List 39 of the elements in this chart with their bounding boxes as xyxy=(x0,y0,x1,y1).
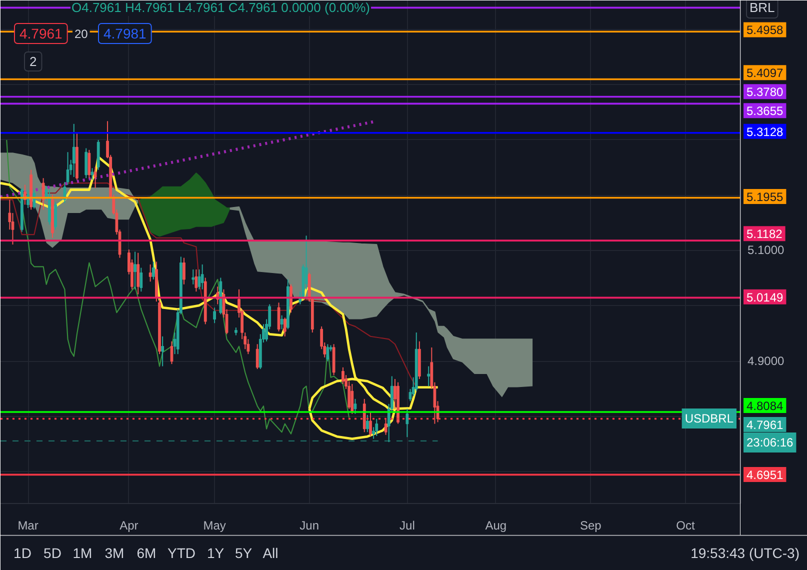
text: 5Y xyxy=(234,545,253,561)
x-tick-label: Aug xyxy=(485,518,507,532)
annotation: 2 xyxy=(30,54,37,69)
text: 23:06:16 xyxy=(746,436,794,450)
ref-line-label: 4.7961 xyxy=(746,418,784,432)
annotation: USDBRL xyxy=(684,411,734,426)
x-tick-label: May xyxy=(203,518,226,532)
text: 19:53:43 (UTC-3) xyxy=(690,545,800,561)
x-tick-label: Sep xyxy=(580,518,602,532)
ref-line-label: 5.0149 xyxy=(746,290,784,304)
y-tick-label: 5.1000 xyxy=(748,243,785,258)
text: 1D xyxy=(14,545,32,561)
text: All xyxy=(262,545,278,561)
x-tick-label: Jul xyxy=(400,518,415,532)
x-tick-label: Apr xyxy=(120,518,138,532)
ref-line-label: 5.3128 xyxy=(746,124,784,139)
text: 5D xyxy=(44,545,62,561)
annotation: 20 xyxy=(74,27,88,41)
text: BRL xyxy=(750,0,775,15)
ref-line-label: 5.3780 xyxy=(746,85,784,100)
text: 3M xyxy=(104,545,124,561)
ref-line-label: 5.4097 xyxy=(746,66,784,80)
annotation: O4.7961 H4.7961 L4.7961 C4.7961 0.0000 (0.00%) xyxy=(72,0,370,15)
ref-line-label: 5.4958 xyxy=(746,23,784,38)
annotation: 4.7961 xyxy=(20,26,63,42)
text: 1Y xyxy=(206,545,225,561)
text: 6M xyxy=(136,545,156,561)
text: YTD xyxy=(168,545,196,561)
ref-line-label: 5.3655 xyxy=(746,104,784,118)
x-tick-label: Jun xyxy=(300,518,320,532)
text: 1M xyxy=(72,545,92,561)
x-tick-label: Mar xyxy=(18,518,38,532)
annotation: 4.7981 xyxy=(104,26,147,42)
ref-line-label: 4.6951 xyxy=(746,468,784,482)
x-tick-label: Oct xyxy=(676,518,696,532)
ref-line-label: 5.1182 xyxy=(746,227,783,242)
ref-line-label: 5.1955 xyxy=(746,190,784,204)
y-tick-label: 4.9000 xyxy=(748,354,785,368)
ref-line-label: 4.8084 xyxy=(746,399,784,414)
